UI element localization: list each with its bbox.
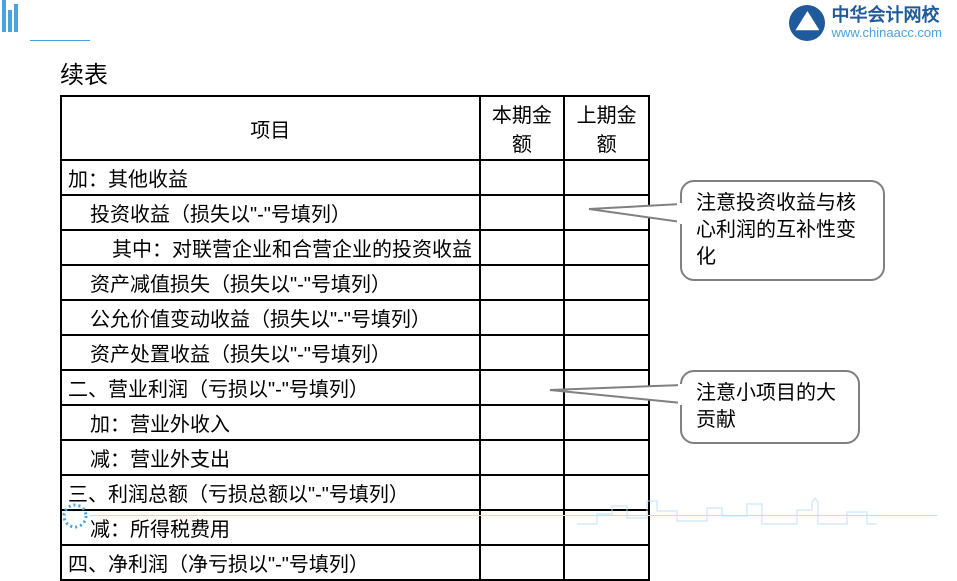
table-row: 四、净利润（净亏损以"-"号填列） (61, 545, 649, 580)
row-current-amount (480, 440, 565, 475)
row-previous-amount (564, 440, 649, 475)
row-current-amount (480, 475, 565, 510)
row-previous-amount (564, 335, 649, 370)
callout-text: 注意小项目的大贡献 (696, 382, 836, 431)
row-current-amount (480, 195, 565, 230)
row-current-amount (480, 300, 565, 335)
skyline-decoration-icon (577, 496, 877, 526)
spinner-decoration-icon (60, 501, 90, 531)
table-row: 投资收益（损失以"-"号填列） (61, 195, 649, 230)
row-current-amount (480, 545, 565, 580)
table-header-row: 项目 本期金额 上期金额 (61, 96, 649, 160)
row-label: 加：其他收益 (61, 160, 480, 195)
callout-small-items: 注意小项目的大贡献 (680, 370, 860, 444)
callout-pointer-icon (585, 194, 685, 234)
callout-investment-income: 注意投资收益与核心利润的互补性变化 (680, 180, 885, 281)
header-item: 项目 (61, 96, 480, 160)
row-previous-amount (564, 265, 649, 300)
table-row: 公允价值变动收益（损失以"-"号填列） (61, 300, 649, 335)
row-label: 二、营业利润（亏损以"-"号填列） (61, 370, 480, 405)
table-row: 其中：对联营企业和合营企业的投资收益 (61, 230, 649, 265)
row-previous-amount (564, 300, 649, 335)
header-previous: 上期金额 (564, 96, 649, 160)
table-row: 减：营业外支出 (61, 440, 649, 475)
row-current-amount (480, 335, 565, 370)
logo-mark-icon (789, 5, 825, 41)
row-current-amount (480, 160, 565, 195)
table-row: 三、利润总额（亏损总额以"-"号填列） (61, 475, 649, 510)
row-previous-amount (564, 545, 649, 580)
income-statement-table: 项目 本期金额 上期金额 加：其他收益投资收益（损失以"-"号填列）其中：对联营… (60, 95, 650, 581)
row-current-amount (480, 265, 565, 300)
row-label: 投资收益（损失以"-"号填列） (61, 195, 480, 230)
table-row: 资产减值损失（损失以"-"号填列） (61, 265, 649, 300)
row-label: 三、利润总额（亏损总额以"-"号填列） (61, 475, 480, 510)
callout-pointer-icon (546, 375, 686, 415)
row-label: 资产减值损失（损失以"-"号填列） (61, 265, 480, 300)
row-current-amount (480, 230, 565, 265)
row-previous-amount (564, 230, 649, 265)
page-title: 续表 (60, 55, 108, 90)
table-row: 加：其他收益 (61, 160, 649, 195)
row-label: 资产处置收益（损失以"-"号填列） (61, 335, 480, 370)
table-row: 资产处置收益（损失以"-"号填列） (61, 335, 649, 370)
logo-name: 中华会计网校 (831, 6, 942, 26)
row-label: 减：营业外支出 (61, 440, 480, 475)
row-label: 四、净利润（净亏损以"-"号填列） (61, 545, 480, 580)
row-previous-amount (564, 160, 649, 195)
corner-decoration-icon (0, 0, 30, 40)
top-divider (30, 40, 90, 41)
brand-logo: 中华会计网校 www.chinaacc.com (789, 5, 942, 41)
row-label: 公允价值变动收益（损失以"-"号填列） (61, 300, 480, 335)
row-label: 其中：对联营企业和合营企业的投资收益 (61, 230, 480, 265)
logo-url: www.chinaacc.com (831, 26, 942, 40)
header-current: 本期金额 (480, 96, 565, 160)
callout-text: 注意投资收益与核心利润的互补性变化 (696, 192, 856, 268)
row-label: 加：营业外收入 (61, 405, 480, 440)
